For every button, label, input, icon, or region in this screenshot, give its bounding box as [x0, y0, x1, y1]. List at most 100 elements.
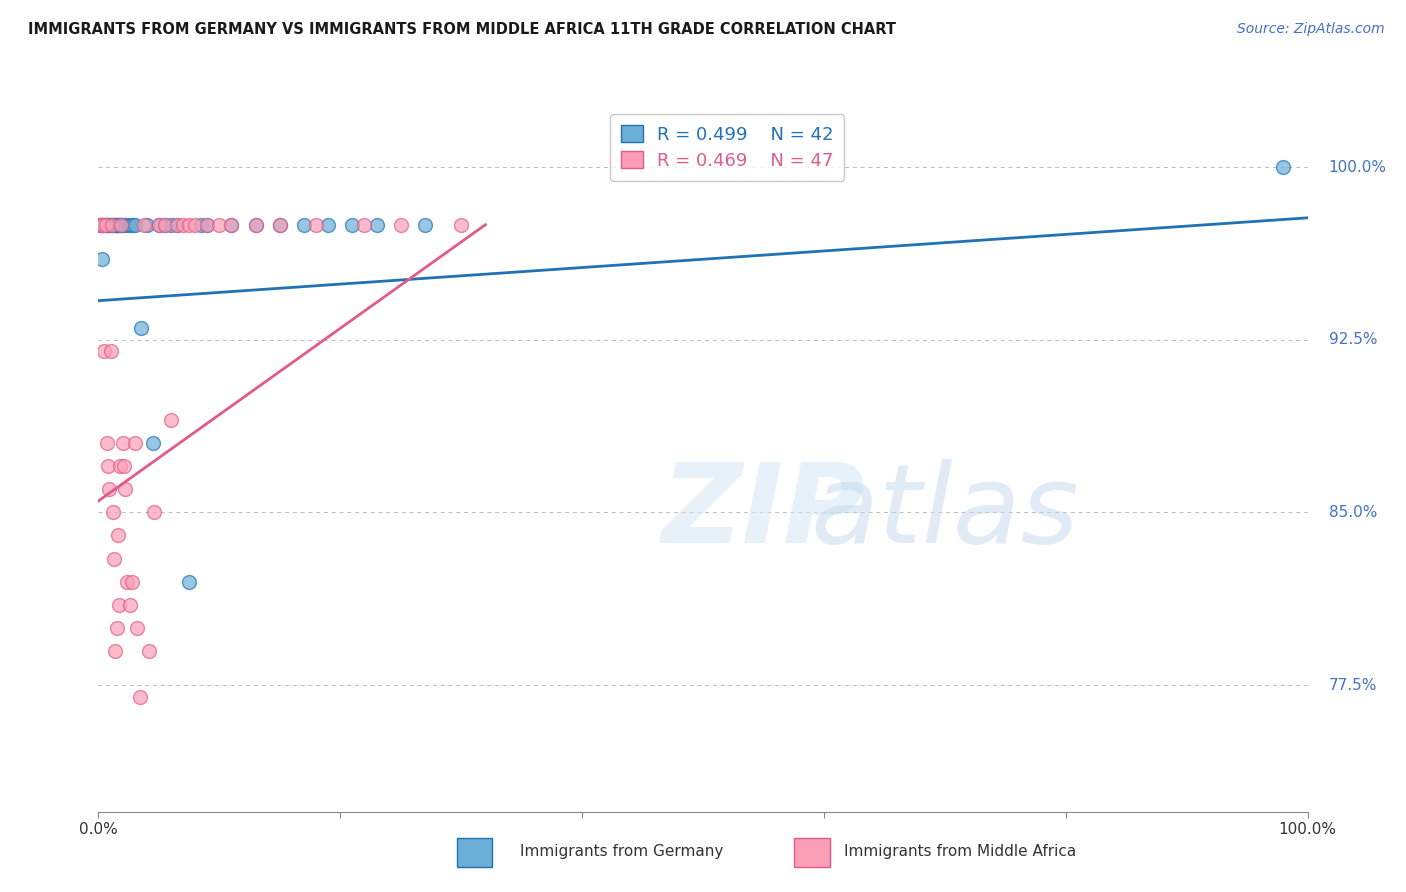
Point	[96, 218, 118, 232]
Point	[148, 218, 170, 232]
Point	[118, 218, 141, 232]
Point	[143, 506, 166, 520]
Point	[107, 528, 129, 542]
Point	[114, 218, 136, 232]
Point	[90, 218, 112, 232]
Text: 92.5%: 92.5%	[1329, 333, 1376, 347]
Point	[153, 218, 176, 232]
Point	[94, 218, 117, 232]
Point	[96, 436, 118, 450]
Point	[101, 218, 124, 232]
Point	[160, 218, 183, 232]
Point	[100, 218, 122, 232]
Point	[127, 621, 149, 635]
Point	[134, 218, 156, 232]
Point	[124, 218, 146, 232]
Point	[89, 218, 111, 232]
Point	[353, 218, 375, 232]
Text: IMMIGRANTS FROM GERMANY VS IMMIGRANTS FROM MIDDLE AFRICA 11TH GRADE CORRELATION : IMMIGRANTS FROM GERMANY VS IMMIGRANTS FR…	[28, 22, 896, 37]
Point	[105, 218, 128, 232]
Point	[195, 218, 218, 232]
Point	[98, 483, 121, 497]
Point	[450, 218, 472, 232]
Point	[160, 413, 183, 427]
Point	[190, 218, 212, 232]
Point	[108, 218, 131, 232]
Point	[177, 574, 201, 589]
Point	[153, 218, 176, 232]
Point	[129, 321, 152, 335]
Point	[111, 436, 134, 450]
Point	[245, 218, 267, 232]
Point	[124, 436, 146, 450]
Point	[208, 218, 231, 232]
Text: 77.5%: 77.5%	[1329, 678, 1376, 692]
Point	[97, 459, 120, 474]
Point	[121, 218, 143, 232]
Point	[342, 218, 364, 232]
Point	[100, 344, 122, 359]
Point	[114, 483, 136, 497]
Point	[148, 218, 170, 232]
Point	[245, 218, 267, 232]
Point	[184, 218, 207, 232]
Point	[366, 218, 388, 232]
Point	[93, 218, 115, 232]
Text: 100.0%: 100.0%	[1329, 160, 1386, 175]
Point	[100, 218, 122, 232]
Point	[389, 218, 412, 232]
Point	[110, 218, 132, 232]
Point	[91, 218, 114, 232]
Point	[97, 218, 120, 232]
Point	[107, 218, 129, 232]
Point	[117, 574, 139, 589]
Point	[110, 218, 132, 232]
Point	[103, 551, 125, 566]
Point	[105, 621, 128, 635]
Point	[101, 506, 124, 520]
Point	[292, 218, 315, 232]
Text: ZIP: ZIP	[662, 458, 865, 566]
Point	[91, 252, 114, 267]
Point	[166, 218, 188, 232]
Point	[166, 218, 188, 232]
Point	[91, 218, 114, 232]
Point	[413, 218, 436, 232]
Text: Immigrants from Middle Africa: Immigrants from Middle Africa	[844, 845, 1076, 859]
Point	[142, 436, 165, 450]
Point	[195, 218, 218, 232]
Point	[121, 574, 143, 589]
Point	[221, 218, 243, 232]
Point	[269, 218, 291, 232]
Point	[103, 218, 125, 232]
Point	[221, 218, 243, 232]
Point	[108, 218, 131, 232]
Point	[112, 459, 135, 474]
Point	[93, 344, 115, 359]
Point	[104, 218, 127, 232]
Point	[111, 218, 134, 232]
Point	[316, 218, 339, 232]
Point	[1272, 160, 1295, 174]
Point	[128, 690, 150, 704]
Text: Source: ZipAtlas.com: Source: ZipAtlas.com	[1237, 22, 1385, 37]
Point	[100, 218, 122, 232]
Point	[138, 643, 160, 657]
Text: 85.0%: 85.0%	[1329, 505, 1376, 520]
Point	[94, 218, 117, 232]
Text: atlas: atlas	[810, 458, 1080, 566]
Text: Immigrants from Germany: Immigrants from Germany	[520, 845, 724, 859]
Point	[104, 643, 127, 657]
Point	[91, 218, 114, 232]
Point	[108, 598, 131, 612]
Point	[118, 598, 141, 612]
Point	[177, 218, 201, 232]
Point	[108, 459, 131, 474]
Legend: R = 0.499    N = 42, R = 0.469    N = 47: R = 0.499 N = 42, R = 0.469 N = 47	[610, 114, 845, 181]
Point	[269, 218, 291, 232]
Point	[135, 218, 157, 232]
Point	[305, 218, 328, 232]
Point	[89, 218, 111, 232]
Point	[98, 218, 121, 232]
Point	[172, 218, 194, 232]
